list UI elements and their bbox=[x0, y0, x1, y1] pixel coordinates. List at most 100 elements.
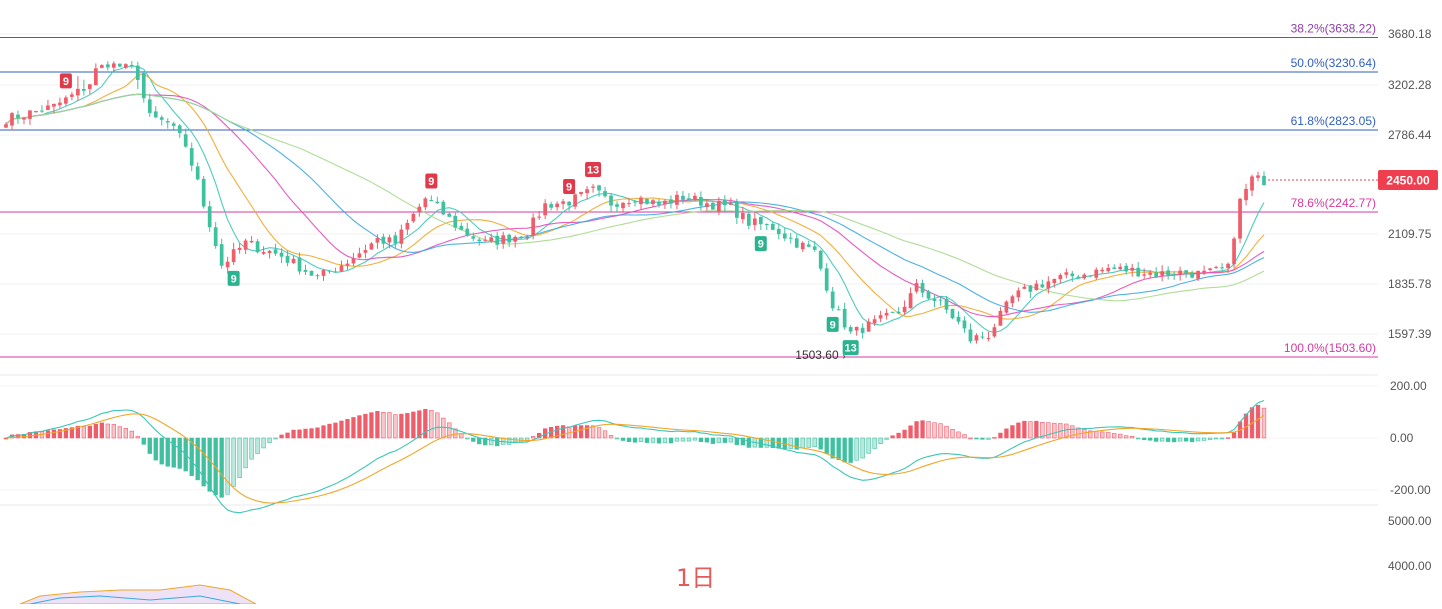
macd-histogram-bar bbox=[602, 430, 608, 439]
macd-histogram-bar bbox=[1171, 437, 1177, 443]
candle-body bbox=[537, 216, 542, 218]
candle-body bbox=[1028, 285, 1033, 292]
macd-histogram-bar bbox=[1088, 430, 1093, 439]
candle-body bbox=[908, 293, 913, 309]
macd-histogram-bar bbox=[1118, 433, 1123, 439]
candle-body bbox=[800, 242, 805, 250]
macd-histogram-bar bbox=[884, 437, 889, 440]
macd-histogram-bar bbox=[986, 437, 991, 440]
macd-histogram-bar bbox=[63, 428, 69, 439]
macd-histogram-bar bbox=[15, 434, 21, 439]
macd-histogram-bar bbox=[87, 425, 93, 439]
macd-histogram-bar bbox=[1010, 425, 1015, 439]
candle-body bbox=[22, 117, 26, 120]
candle-body bbox=[962, 320, 967, 329]
candle-body bbox=[740, 213, 745, 220]
candle-body bbox=[549, 204, 553, 208]
macd-histogram-bar bbox=[393, 414, 398, 439]
macd-histogram-bar bbox=[129, 430, 134, 439]
candle-body bbox=[567, 201, 571, 206]
macd-histogram-bar bbox=[578, 425, 584, 439]
candle-body bbox=[1196, 270, 1200, 279]
macd-histogram-bar bbox=[231, 437, 236, 487]
candle-body bbox=[70, 94, 74, 97]
macd-histogram-bar bbox=[974, 437, 979, 440]
candle-body bbox=[597, 185, 601, 191]
macd-histogram-bar bbox=[369, 412, 374, 439]
macd-histogram-bar bbox=[944, 425, 949, 439]
candle-body bbox=[717, 201, 721, 212]
macd-histogram-bar bbox=[489, 437, 494, 446]
candle-body bbox=[782, 233, 787, 239]
candle-body bbox=[603, 191, 607, 197]
candle-body bbox=[860, 327, 865, 333]
candle-body bbox=[687, 198, 691, 200]
candle-body bbox=[249, 240, 254, 243]
macd-histogram-bar bbox=[177, 437, 182, 469]
macd-histogram-bar bbox=[531, 436, 536, 439]
macd-histogram-bar bbox=[890, 435, 895, 439]
macd-histogram-bar bbox=[165, 437, 170, 467]
candle-body bbox=[321, 270, 326, 276]
macd-histogram-bar bbox=[219, 437, 224, 498]
td-marker bbox=[842, 340, 859, 356]
candle-body bbox=[573, 194, 577, 207]
price-axis: 3680.18 3202.28 2786.44 2109.75 1835.78 1597.… bbox=[1268, 27, 1438, 573]
candle-body bbox=[998, 311, 1003, 326]
macd-histogram-bar bbox=[932, 422, 937, 439]
candle-body bbox=[525, 237, 530, 239]
candle-body bbox=[453, 215, 458, 228]
candle-body bbox=[399, 229, 404, 244]
candle-body bbox=[1124, 265, 1129, 272]
macd-histogram-bar bbox=[920, 420, 925, 439]
candle-body bbox=[435, 201, 440, 204]
macd-histogram-bar bbox=[680, 437, 686, 442]
macd-histogram-bar bbox=[261, 437, 266, 449]
macd-histogram-bar bbox=[644, 437, 650, 443]
candle-body bbox=[1220, 267, 1224, 269]
macd-histogram-bar bbox=[345, 419, 350, 439]
macd-histogram-bar bbox=[51, 429, 57, 439]
macd-histogram-bar bbox=[806, 437, 811, 448]
candle-body bbox=[1226, 263, 1230, 268]
candle-body bbox=[339, 265, 344, 272]
candle-body bbox=[555, 203, 559, 208]
candle-body bbox=[1064, 272, 1069, 275]
macd-histogram-bar bbox=[1261, 407, 1267, 439]
candle-body bbox=[465, 228, 470, 236]
macd-histogram-bar bbox=[608, 435, 614, 439]
candle-body bbox=[393, 235, 398, 244]
macd-histogram-bar bbox=[135, 436, 140, 439]
macd-histogram-bar bbox=[692, 437, 698, 441]
macd-histogram-bar bbox=[908, 425, 913, 439]
macd-histogram-bar bbox=[1183, 437, 1189, 442]
candle-body bbox=[926, 291, 931, 299]
candle-body bbox=[1172, 273, 1177, 276]
candle-body bbox=[76, 88, 80, 96]
candle-body bbox=[723, 199, 727, 206]
macd-histogram-bar bbox=[297, 429, 302, 439]
td-marker-label: 13 bbox=[587, 165, 599, 177]
candle-body bbox=[429, 199, 434, 202]
macd-histogram-bar bbox=[686, 437, 692, 442]
macd-histogram-bar bbox=[309, 428, 314, 439]
fib-level-label: 38.2%(3638.22) bbox=[1291, 22, 1376, 36]
candle-body bbox=[411, 213, 416, 222]
grid-layer bbox=[0, 33, 1378, 506]
candle-body bbox=[968, 329, 973, 342]
macd-histogram-bar bbox=[914, 421, 919, 439]
macd-histogram-bar bbox=[1231, 432, 1237, 439]
macd-histogram-bar bbox=[1112, 433, 1117, 439]
macd-histogram-bar bbox=[716, 437, 722, 443]
macd-histogram-bar bbox=[249, 437, 254, 460]
candle-body bbox=[171, 123, 176, 126]
macd-histogram-bar bbox=[339, 420, 344, 439]
candle-body bbox=[1076, 276, 1081, 279]
candle-body bbox=[333, 271, 338, 273]
candle-body bbox=[1202, 270, 1206, 273]
macd-histogram-bar bbox=[1225, 437, 1231, 439]
macd-histogram-bar bbox=[794, 437, 799, 450]
macd-histogram-bar bbox=[740, 437, 745, 446]
